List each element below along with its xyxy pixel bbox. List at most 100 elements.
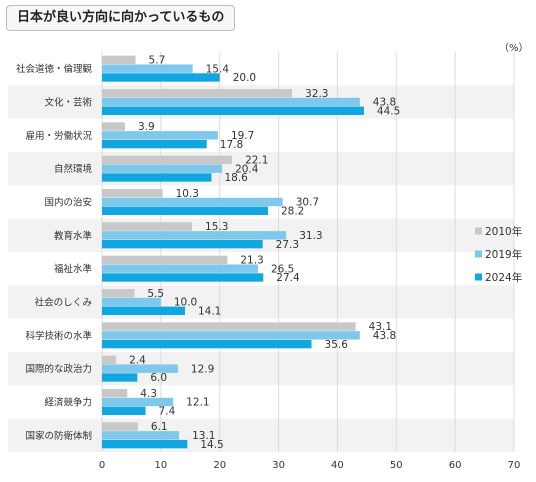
value-label: 14.1 xyxy=(198,306,221,318)
bar xyxy=(102,306,185,315)
bar xyxy=(102,397,174,407)
value-label: 5.5 xyxy=(147,288,164,300)
value-label: 2.4 xyxy=(129,355,146,367)
bar xyxy=(102,339,312,349)
bar xyxy=(102,255,228,265)
category-band xyxy=(8,352,514,386)
category-label: 教育水準 xyxy=(54,230,93,242)
bar xyxy=(102,222,193,231)
value-label: 4.3 xyxy=(140,388,157,400)
value-label: 27.4 xyxy=(276,272,300,284)
category-label: 自然環境 xyxy=(54,163,93,175)
value-label: 20.4 xyxy=(235,163,259,175)
category-label: 雇用・労働状況 xyxy=(25,130,92,142)
bar xyxy=(102,322,356,331)
category-label: 社会道徳・倫理観 xyxy=(16,63,93,75)
legend-swatch xyxy=(475,273,482,281)
bar xyxy=(102,297,161,307)
category-label: 国家の防衛体制 xyxy=(25,430,92,442)
value-label: 6.1 xyxy=(151,421,168,433)
value-label: 12.1 xyxy=(186,397,209,409)
legend-swatch xyxy=(475,250,482,258)
category-band xyxy=(8,285,514,319)
value-label: 43.1 xyxy=(369,321,392,333)
bar xyxy=(102,97,360,107)
bar xyxy=(102,155,233,165)
bar xyxy=(102,431,180,440)
value-label: 43.8 xyxy=(373,330,396,342)
value-label: 19.7 xyxy=(231,130,254,142)
bar xyxy=(102,264,258,273)
value-label: 3.9 xyxy=(138,121,155,133)
x-tick-label: 70 xyxy=(508,460,521,471)
category-label: 経済競争力 xyxy=(44,397,92,409)
bar xyxy=(102,197,283,207)
legend-swatch xyxy=(475,227,482,235)
category-label: 国際的な政治力 xyxy=(25,363,92,375)
value-label: 27.3 xyxy=(276,239,299,251)
category-label: 社会のしくみ xyxy=(35,297,92,309)
bar xyxy=(102,106,364,115)
value-label: 14.5 xyxy=(200,439,223,451)
value-label: 15.3 xyxy=(205,221,228,233)
value-label: 22.1 xyxy=(245,155,268,167)
x-tick-label: 0 xyxy=(99,460,105,471)
bar xyxy=(102,139,207,149)
bar xyxy=(102,364,178,373)
value-label: 44.5 xyxy=(377,106,400,118)
category-label: 文化・芸術 xyxy=(44,97,92,109)
value-label: 12.9 xyxy=(191,363,214,375)
value-label: 18.6 xyxy=(224,172,248,184)
legend-label: 2019年 xyxy=(485,248,522,261)
category-band xyxy=(8,152,514,186)
bar xyxy=(102,331,360,340)
x-tick-label: 30 xyxy=(272,460,285,471)
value-label: 10.0 xyxy=(174,297,197,309)
x-tick-label: 50 xyxy=(390,460,403,471)
bar xyxy=(102,239,263,249)
x-tick-label: 40 xyxy=(331,460,344,471)
value-label: 26.5 xyxy=(271,263,294,275)
bar xyxy=(102,55,136,65)
value-label: 30.7 xyxy=(296,197,319,209)
bar xyxy=(102,164,223,173)
bar xyxy=(102,231,287,240)
chart-title: 日本が良い方向に向かっているもの xyxy=(6,5,236,31)
bar xyxy=(102,64,193,73)
value-label: 5.7 xyxy=(149,55,166,67)
category-label: 福祉水準 xyxy=(54,263,93,275)
value-label: 17.8 xyxy=(220,139,243,151)
category-label: 国内の治安 xyxy=(44,197,92,209)
bar xyxy=(102,89,293,98)
bar xyxy=(102,406,146,415)
value-label: 6.0 xyxy=(150,372,167,384)
category-label: 科学技術の水準 xyxy=(25,330,92,342)
value-label: 31.3 xyxy=(299,230,322,242)
bar xyxy=(102,422,138,431)
value-label: 35.6 xyxy=(325,339,349,351)
x-tick-label: 60 xyxy=(449,460,462,471)
value-label: 15.4 xyxy=(206,63,230,75)
bar xyxy=(102,273,264,282)
bar xyxy=(102,389,128,398)
value-label: 28.2 xyxy=(281,206,304,218)
value-label: 10.3 xyxy=(176,188,199,200)
bar xyxy=(102,173,212,182)
bar xyxy=(102,73,220,82)
x-tick-label: 20 xyxy=(213,460,226,471)
bar xyxy=(102,355,117,365)
value-label: 32.3 xyxy=(305,88,328,100)
value-label: 21.3 xyxy=(240,255,263,267)
legend-label: 2024年 xyxy=(485,271,522,284)
value-label: 20.0 xyxy=(233,72,256,84)
bar xyxy=(102,131,218,140)
value-label: 43.8 xyxy=(373,97,396,109)
bar xyxy=(102,122,125,131)
legend-label: 2010年 xyxy=(485,225,522,238)
bar xyxy=(102,439,188,449)
bar xyxy=(102,189,163,198)
unit-label: （%） xyxy=(499,43,529,54)
value-label: 7.4 xyxy=(159,406,176,418)
value-label: 13.1 xyxy=(192,430,215,442)
